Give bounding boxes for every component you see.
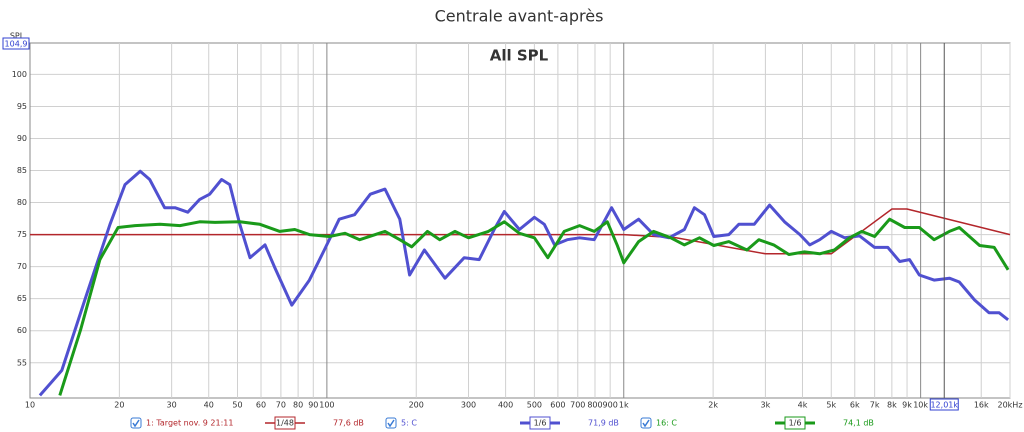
x-tick-label: 16k — [974, 401, 989, 410]
level-label: 77,6 dB — [333, 419, 364, 428]
y-tick-label: 80 — [17, 198, 27, 207]
x-tick-label: 300 — [461, 401, 476, 410]
cursor-box — [929, 398, 959, 411]
x-tick-label: 20kHz — [997, 401, 1022, 410]
x-tick-label: 60 — [256, 401, 266, 410]
x-tick-label: 1k — [619, 401, 629, 410]
series-line — [58, 217, 1010, 396]
y-tick-label: 75 — [17, 230, 27, 239]
x-tick-label: 80 — [293, 401, 303, 410]
x-tick-label: 100 — [319, 401, 334, 410]
series-line — [38, 169, 1010, 397]
checkmark — [387, 419, 395, 428]
x-tick-label: 500 — [527, 401, 542, 410]
x-tick-label: 9k — [902, 401, 912, 410]
x-tick-label: 30 — [167, 401, 177, 410]
chart-title: Centrale avant-après — [435, 7, 604, 26]
x-tick-label: 90 — [308, 401, 318, 410]
legend-name: 5: C — [401, 419, 417, 428]
x-tick-label: 40 — [204, 401, 214, 410]
x-tick-label: 7k — [870, 401, 880, 410]
y-tick-label: 60 — [17, 326, 27, 335]
plot-area — [29, 42, 1011, 399]
checkbox[interactable] — [130, 417, 142, 429]
x-tick-label: 50 — [232, 401, 242, 410]
x-tick-label: 900 — [603, 401, 618, 410]
x-tick-label: 70 — [276, 401, 286, 410]
x-tick-label: 5k — [826, 401, 836, 410]
smoothing-box[interactable] — [784, 416, 806, 430]
y-axis-label: SPL — [10, 32, 25, 41]
x-tick-label: 3k — [761, 401, 771, 410]
checkbox[interactable] — [640, 417, 652, 429]
legend-name: 16: C — [656, 419, 677, 428]
y-tick-label: 70 — [17, 262, 27, 271]
y-tick-label: 90 — [17, 134, 27, 143]
x-tick-label: 4k — [798, 401, 808, 410]
x-tick-label: 700 — [570, 401, 585, 410]
y-tick-label: 55 — [17, 358, 27, 367]
cursor-y-label: 104,9 — [5, 40, 28, 49]
x-tick-label: 10k — [913, 401, 928, 410]
smoothing-label: 1/6 — [534, 419, 547, 428]
graph-label: All SPL — [490, 47, 549, 65]
y-tick-label: 65 — [17, 294, 27, 303]
x-tick-label: 400 — [498, 401, 513, 410]
legend-name: 1: Target nov. 9 21:11 — [146, 419, 233, 428]
checkbox[interactable] — [385, 417, 397, 429]
x-tick-label: 600 — [550, 401, 565, 410]
smoothing-label: 1/6 — [789, 419, 802, 428]
level-label: 74,1 dB — [843, 419, 874, 428]
x-tick-label: 2k — [708, 401, 718, 410]
level-label: 71,9 dB — [588, 419, 619, 428]
x-tick-label: 6k — [850, 401, 860, 410]
x-tick-label: 8k — [887, 401, 897, 410]
y-tick-label: 95 — [17, 102, 27, 111]
smoothing-label: 1/48 — [276, 419, 294, 428]
checkmark — [642, 419, 650, 428]
x-tick-label: 10 — [25, 401, 35, 410]
smoothing-box[interactable] — [274, 416, 296, 430]
y-tick-label: 100 — [12, 70, 27, 79]
x-tick-label: 800 — [587, 401, 602, 410]
checkmark — [132, 419, 140, 428]
x-tick-label: 20 — [114, 401, 124, 410]
y-tick-label: 85 — [17, 166, 27, 175]
smoothing-box[interactable] — [529, 416, 551, 430]
x-tick-label: 200 — [409, 401, 424, 410]
cursor-x-label: 12,01k — [930, 401, 958, 410]
cursor-box — [2, 37, 30, 50]
